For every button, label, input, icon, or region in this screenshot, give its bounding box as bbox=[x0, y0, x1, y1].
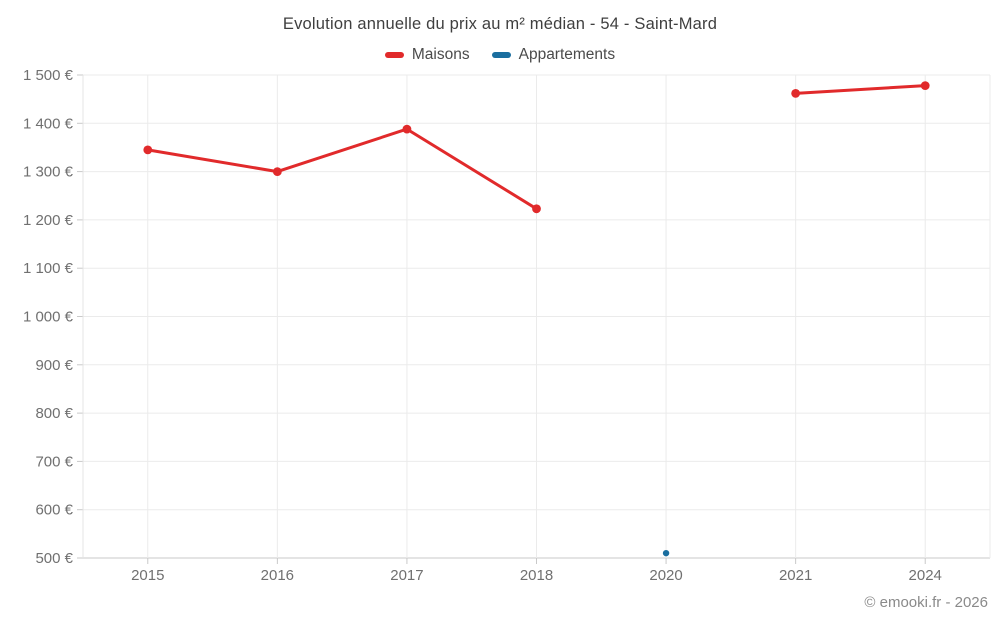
legend: Maisons Appartements bbox=[0, 46, 1000, 64]
svg-text:1 400 €: 1 400 € bbox=[23, 115, 74, 132]
svg-text:1 200 €: 1 200 € bbox=[23, 212, 74, 229]
svg-text:2024: 2024 bbox=[909, 567, 942, 584]
svg-text:1 500 €: 1 500 € bbox=[23, 67, 74, 84]
svg-text:2015: 2015 bbox=[131, 567, 164, 584]
svg-text:500 €: 500 € bbox=[35, 550, 73, 567]
svg-text:900 €: 900 € bbox=[35, 357, 73, 374]
appartements-series-swatch-icon bbox=[491, 52, 511, 58]
svg-text:800 €: 800 € bbox=[35, 405, 73, 422]
chart-title: Evolution annuelle du prix au m² médian … bbox=[282, 15, 718, 33]
svg-text:1 300 €: 1 300 € bbox=[23, 164, 74, 181]
svg-text:1 000 €: 1 000 € bbox=[23, 309, 74, 326]
legend-item-appartements[interactable]: Appartements bbox=[491, 46, 616, 64]
legend-label-maisons: Maisons bbox=[411, 46, 470, 63]
svg-text:2020: 2020 bbox=[649, 567, 682, 584]
svg-text:2018: 2018 bbox=[520, 567, 553, 584]
svg-text:1 100 €: 1 100 € bbox=[23, 260, 74, 277]
legend-label-appartements: Appartements bbox=[518, 46, 616, 63]
svg-text:700 €: 700 € bbox=[35, 453, 73, 470]
maisons-series-swatch-icon bbox=[384, 52, 404, 58]
svg-text:2021: 2021 bbox=[779, 567, 812, 584]
svg-text:2017: 2017 bbox=[390, 567, 423, 584]
svg-text:600 €: 600 € bbox=[35, 502, 73, 519]
legend-item-maisons[interactable]: Maisons bbox=[384, 46, 470, 64]
svg-text:2016: 2016 bbox=[261, 567, 294, 584]
credits-link[interactable]: © emooki.fr - 2026 bbox=[864, 594, 988, 611]
